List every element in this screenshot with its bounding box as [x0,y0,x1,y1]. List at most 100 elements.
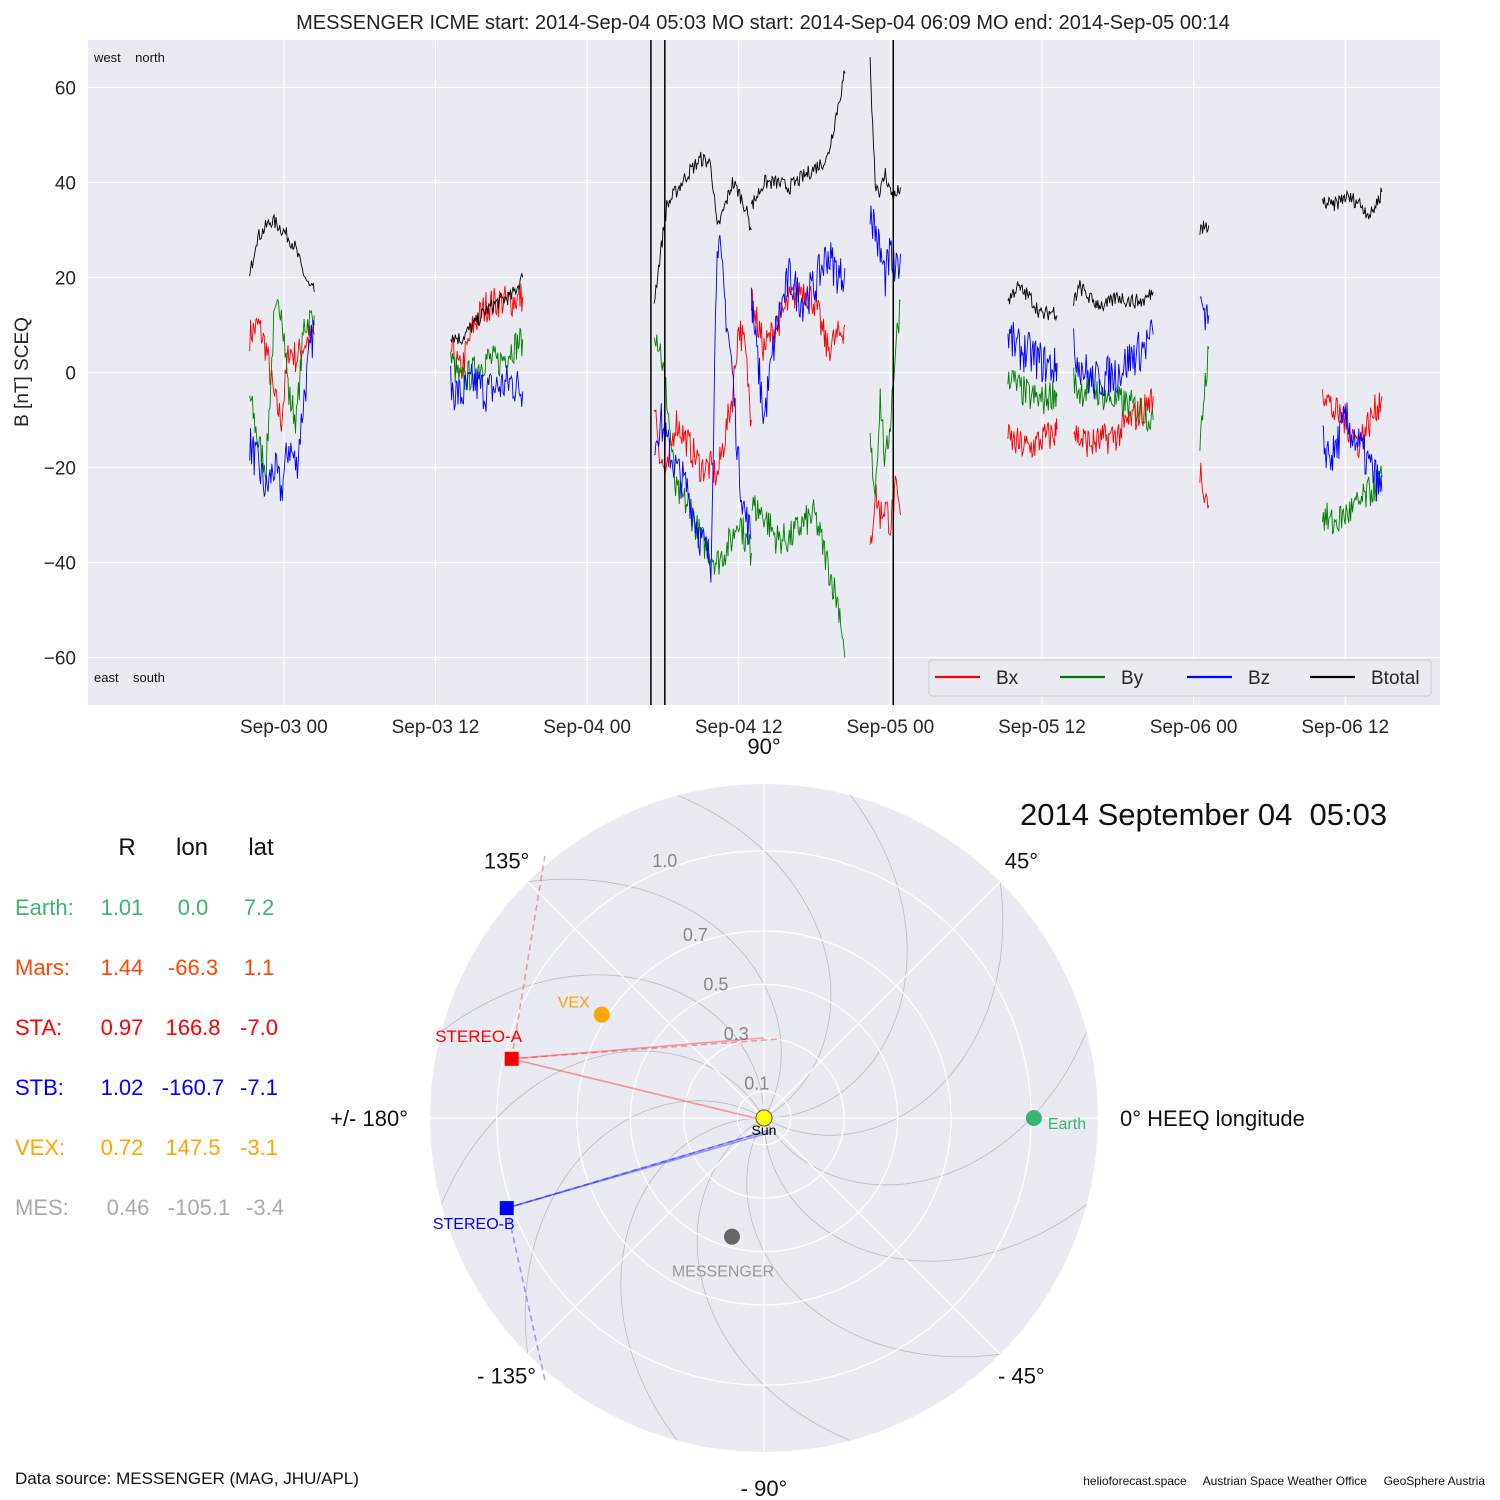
date-label: 2014 September 04 05:03 [1020,797,1387,832]
series-by-segment-0 [249,298,315,482]
credits: helioforecast.space Austrian Space Weath… [1083,1474,1485,1488]
angle-label: +/- 180° [330,1106,408,1131]
y-tick-label: 60 [55,79,76,100]
series-by-segment-6 [1073,367,1154,433]
series-bz-segment-5 [1007,321,1058,383]
label-stereo-a: STEREO-A [435,1027,523,1046]
series-btotal-segment-0 [249,213,315,292]
series-btotal-segment-8 [1322,187,1383,220]
series-bz-segment-7 [1199,296,1210,331]
series-by-segment-4 [869,298,901,497]
series-by-segment-1 [450,327,524,392]
table-row: Mars: 1.44 -66.3 1.1 [15,955,274,980]
y-tick-label: 40 [55,174,76,195]
marker-stereo-b [499,1201,514,1216]
y-tick-label: 0 [65,364,76,385]
label-earth: Earth [1048,1116,1086,1133]
series-by-segment-8 [1322,465,1383,535]
series-bx-segment-0 [249,317,315,432]
series-btotal-segment-7 [1199,220,1210,235]
sight-line-dashed [511,1038,778,1060]
series-bx-segment-5 [1007,418,1058,458]
table-cell-lat: 7.2 [244,895,275,920]
series-bz-segment-2 [654,234,752,583]
table-cell-lon: 166.8 [165,1015,220,1040]
label-vex: VEX [558,995,590,1012]
table-cell-lat: -3.4 [246,1195,284,1220]
angle-gridline [763,881,1001,1119]
parker-spiral [441,974,765,1119]
table-row: STB: 1.02 -160.7 -7.1 [15,1075,278,1100]
series-btotal-segment-1 [450,272,524,346]
series-bz-segment-3 [750,242,846,425]
table-cell-r: 0.97 [101,1015,144,1040]
angle-label: 90° [747,734,780,759]
sight-line [506,1131,773,1209]
table-cell-lat: 1.1 [244,955,275,980]
parker-spiral [524,1100,765,1355]
legend-box [928,659,1432,697]
y-tick-label: −60 [44,649,76,670]
x-tick-label: Sep-05 00 [847,717,935,738]
r-tick-label: 1.0 [652,851,677,871]
legend-label-btotal: Btotal [1371,668,1420,689]
table-cell-name: VEX: [15,1135,65,1160]
data-source: Data source: MESSENGER (MAG, JHU/APL) [15,1469,359,1488]
event-lines [650,40,895,705]
series-bx-segment-7 [1199,462,1210,509]
x-tick-label: Sep-05 12 [998,717,1086,738]
table-cell-r: 0.72 [101,1135,144,1160]
table-cell-r: 1.01 [101,895,144,920]
table-cell-r: 1.02 [101,1075,144,1100]
series-bx-segment-8 [1322,389,1383,459]
angle-label: - 135° [477,1363,536,1388]
marker-stereo-a [504,1051,519,1066]
parker-spiral [763,795,908,1119]
sight-line [506,1130,767,1209]
parker-spirals [441,795,1087,1441]
parker-spiral [763,1031,1087,1186]
sight-lines [505,855,778,1381]
x-tick-label: Sep-04 12 [695,717,783,738]
y-tick-labels: 60 40 20 0 −20 −40 −60 [44,79,76,670]
table-row: Earth: 1.01 0.0 7.2 [15,895,274,920]
bodies: Sun Earth VEX STEREO-A STEREO-B MESSENGER [433,995,1086,1281]
corner-label-top: west north [93,50,165,65]
angle-gridline [527,1117,765,1355]
table-cell-lat: -7.1 [240,1075,278,1100]
series-bx-segment-6 [1073,388,1154,458]
table-row: MES: 0.46 -105.1 -3.4 [15,1195,284,1220]
table-cell-r: 1.44 [101,955,144,980]
table-cell-name: Earth: [15,895,74,920]
x-tick-label: Sep-06 00 [1150,717,1238,738]
x-tick-label: Sep-03 00 [240,717,328,738]
label-messenger: MESSENGER [672,1264,774,1281]
ts-lines [249,56,1383,658]
series-bz-segment-0 [249,320,315,502]
sight-line-dashed [506,1129,769,1209]
r-tick-label: 0.7 [683,925,708,945]
series-by-segment-5 [1007,370,1058,415]
label-stereo-b: STEREO-B [433,1216,515,1233]
table-cell-lon: -66.3 [168,955,218,980]
parker-spiral [746,1117,1001,1358]
parker-spiral [620,1117,765,1441]
angle-label: 45° [1005,849,1038,874]
series-bz-segment-8 [1322,402,1383,502]
legend-label-bz: Bz [1248,668,1270,689]
y-axis-label: B [nT] SCEQ [12,317,33,427]
parker-spiral [677,795,832,1119]
angle-label: 135° [484,849,530,874]
parker-spiral [763,1117,1087,1262]
series-btotal-segment-6 [1073,280,1154,312]
table-cell-r: 0.46 [107,1195,150,1220]
table-cell-name: MES: [15,1195,69,1220]
angle-label: 0° HEEQ longitude [1120,1106,1305,1131]
parker-spiral [527,878,782,1119]
x-tick-label: Sep-04 00 [543,717,631,738]
table-cell-name: STA: [15,1015,62,1040]
series-by-segment-2 [653,334,752,575]
series-bz-segment-1 [450,363,524,412]
table-cell-name: STB: [15,1075,64,1100]
